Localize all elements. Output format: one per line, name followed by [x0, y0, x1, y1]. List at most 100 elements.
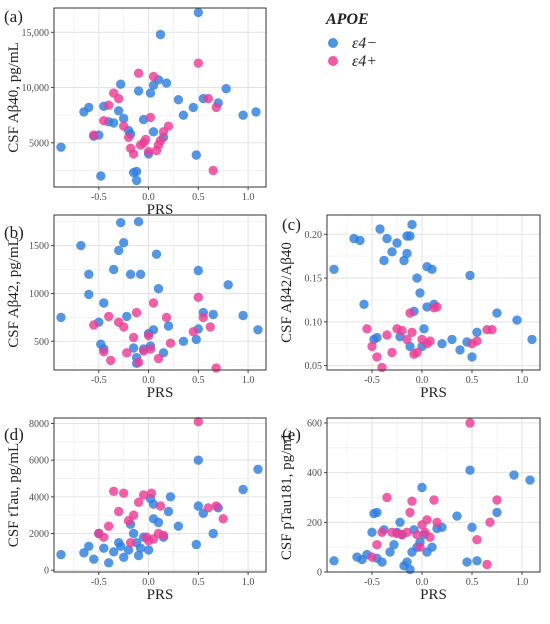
- data-point-e4neg: [402, 557, 412, 567]
- data-point-e4neg: [437, 339, 447, 349]
- data-point-e4neg: [472, 556, 482, 566]
- data-point-e4pos: [372, 540, 382, 550]
- data-point-e4neg: [193, 7, 203, 18]
- data-point-e4neg: [99, 298, 109, 308]
- data-point-e4neg: [465, 270, 475, 281]
- data-point-e4neg: [492, 308, 502, 318]
- data-point-e4neg: [173, 521, 184, 531]
- data-point-e4neg: [143, 545, 154, 555]
- data-point-e4pos: [140, 134, 151, 145]
- data-point-e4neg: [104, 558, 114, 568]
- data-point-e4neg: [208, 528, 218, 539]
- x-tick-label: 0.5: [192, 192, 205, 203]
- data-point-e4neg: [116, 79, 126, 89]
- plot-frame: [53, 7, 267, 188]
- data-point-e4neg: [128, 528, 139, 539]
- y-tick-label: 5000: [29, 138, 49, 149]
- data-point-e4pos: [198, 312, 208, 323]
- y-tick-label: 10,000: [22, 83, 50, 94]
- data-point-e4pos: [218, 514, 228, 524]
- plot-frame: [53, 214, 267, 371]
- data-point-e4neg: [372, 332, 382, 343]
- data-point-e4pos: [407, 327, 417, 337]
- data-point-e4neg: [114, 245, 124, 256]
- data-point-e4pos: [133, 357, 144, 367]
- data-point-e4neg: [208, 309, 218, 320]
- data-point-e4pos: [143, 146, 154, 157]
- y-tick-label: 0.10: [305, 317, 323, 328]
- data-point-e4pos: [128, 149, 139, 159]
- data-point-e4neg: [148, 127, 159, 137]
- data-point-e4neg: [153, 284, 164, 294]
- y-tick-label: 6000: [29, 456, 49, 467]
- data-point-e4neg: [527, 334, 537, 345]
- data-point-e4pos: [104, 311, 114, 322]
- x-tick-label: 0.0: [142, 577, 155, 588]
- data-point-e4neg: [109, 264, 119, 275]
- data-point-e4neg: [89, 554, 99, 564]
- y-tick-label: 15,000: [22, 28, 50, 39]
- data-point-e4neg: [84, 289, 94, 300]
- y-axis-title: CSF pTau181, pg/mL: [279, 430, 295, 560]
- data-point-e4neg: [165, 492, 176, 502]
- panel-b: -0.5 0.0 0.5 1.0 500 1000 1500 PRS CSF Aβ42, pg/…: [4, 214, 267, 401]
- data-point-e4neg: [467, 522, 477, 532]
- data-point-e4pos: [148, 298, 159, 308]
- x-tick-label: 1.0: [242, 192, 255, 203]
- data-point-e4pos: [377, 362, 387, 373]
- data-point-e4neg: [178, 110, 189, 120]
- data-point-e4neg: [135, 269, 146, 279]
- panel-label: (e): [282, 425, 301, 444]
- panel-label: (b): [4, 223, 24, 242]
- data-point-e4pos: [472, 336, 482, 346]
- data-point-e4neg: [405, 231, 415, 241]
- data-point-e4pos: [405, 308, 415, 318]
- data-point-e4pos: [425, 532, 435, 542]
- x-tick-label: 0.5: [192, 577, 205, 588]
- data-point-e4neg: [191, 334, 201, 345]
- x-tick-label: -0.5: [91, 192, 107, 203]
- data-point-e4pos: [89, 130, 99, 140]
- data-point-e4pos: [429, 495, 439, 505]
- panel-a: -0.5 0.0 0.5 1.0 5000 10,000 15,000 PRS CSF Aβ40…: [4, 7, 267, 218]
- panel-e: -0.5 0.0 0.5 1.0 0 200 400 600 PRS CSF pTau181, p…: [279, 417, 541, 603]
- data-point-e4pos: [143, 330, 154, 341]
- data-point-e4pos: [432, 302, 442, 312]
- data-point-e4pos: [119, 121, 129, 131]
- data-point-e4pos: [382, 330, 392, 340]
- y-tick-label: 600: [307, 418, 322, 429]
- data-point-e4pos: [123, 132, 134, 142]
- data-point-e4neg: [253, 325, 263, 335]
- data-point-e4neg: [173, 95, 184, 105]
- data-point-e4neg: [492, 507, 502, 518]
- data-point-e4pos: [104, 521, 114, 531]
- data-point-e4pos: [482, 559, 492, 570]
- y-tick-label: 500: [34, 337, 49, 348]
- data-point-e4neg: [99, 543, 109, 553]
- data-point-e4neg: [377, 557, 387, 567]
- data-point-e4neg: [405, 564, 415, 575]
- data-point-e4neg: [56, 549, 66, 560]
- data-point-e4pos: [106, 355, 116, 366]
- data-point-e4pos: [158, 530, 169, 540]
- data-point-e4neg: [133, 86, 144, 96]
- data-point-e4pos: [465, 418, 475, 428]
- data-point-e4pos: [367, 552, 377, 562]
- data-point-e4neg: [465, 465, 475, 475]
- data-point-e4neg: [56, 312, 66, 323]
- data-point-e4neg: [417, 482, 427, 493]
- legend-title: APOE: [325, 11, 369, 28]
- data-point-e4pos: [412, 347, 422, 358]
- data-point-e4pos: [145, 112, 156, 123]
- data-point-e4neg: [153, 517, 164, 528]
- data-point-e4neg: [135, 543, 146, 553]
- y-axis-title: CSF Aβ42, pg/mL: [6, 237, 22, 348]
- x-tick-label: -0.5: [364, 577, 380, 588]
- data-point-e4neg: [447, 334, 457, 345]
- y-tick-label: 1000: [29, 289, 49, 300]
- y-tick-label: 4000: [29, 492, 49, 503]
- data-point-e4neg: [119, 113, 129, 124]
- data-point-e4neg: [76, 240, 86, 251]
- data-point-e4pos: [155, 501, 166, 511]
- data-point-e4pos: [99, 532, 109, 542]
